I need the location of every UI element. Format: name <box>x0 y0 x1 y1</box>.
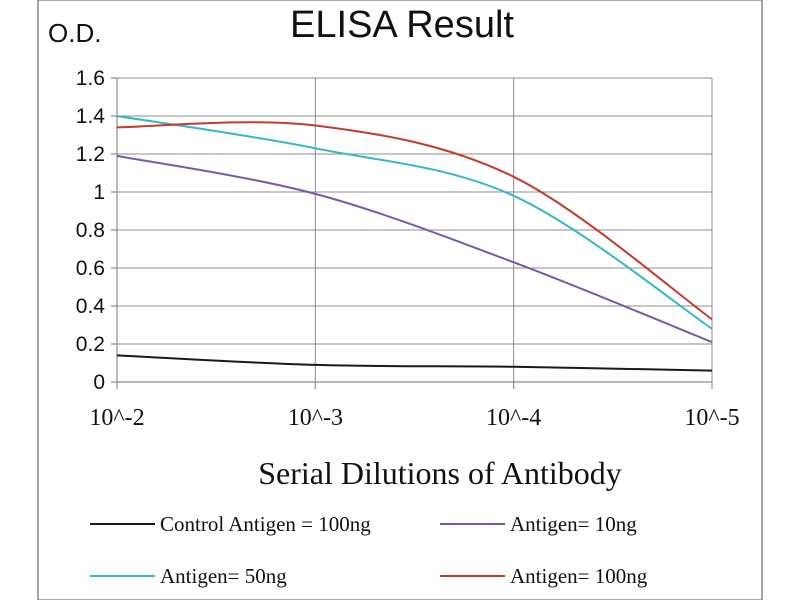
gridlines <box>117 77 713 382</box>
y-tick-label-2: 0.4 <box>76 295 106 318</box>
chart-frame <box>37 0 763 600</box>
y-tick-label-1: 0.2 <box>76 333 105 356</box>
legend-label-2: Antigen= 50ng <box>160 564 287 588</box>
chart-title: ELISA Result <box>290 4 514 46</box>
legend-label-1: Antigen= 10ng <box>510 512 637 536</box>
series-line-3 <box>116 121 713 321</box>
y-tick-label-6: 1.2 <box>76 143 105 166</box>
series-line-0 <box>116 354 713 372</box>
y-tick-label-3: 0.6 <box>76 257 105 280</box>
x-tick-label-1: 10^-3 <box>288 405 343 431</box>
series-line-1 <box>116 154 713 344</box>
legend: Control Antigen = 100ng Antigen= 10ng Anti… <box>90 512 648 588</box>
y-tick-label-0: 0 <box>93 371 105 394</box>
y-tick-label-8: 1.6 <box>76 67 105 90</box>
y-axis-label: O.D. <box>48 18 101 48</box>
y-tick-labels: 0 0.2 0.4 0.6 0.8 1 1.2 1.4 1.6 <box>76 67 106 394</box>
axes <box>111 77 713 389</box>
x-tick-label-0: 10^-2 <box>89 405 144 431</box>
legend-label-0: Control Antigen = 100ng <box>160 512 371 536</box>
legend-label-3: Antigen= 100ng <box>510 564 648 588</box>
x-tick-labels: 10^-2 10^-3 10^-4 10^-5 <box>89 405 739 431</box>
y-tick-label-4: 0.8 <box>76 219 105 242</box>
y-tick-label-5: 1 <box>93 181 105 204</box>
x-tick-label-3: 10^-5 <box>684 405 739 431</box>
x-axis-label: Serial Dilutions of Antibody <box>258 455 622 491</box>
series-lines <box>116 115 713 372</box>
series-line-2 <box>116 115 713 330</box>
x-tick-label-2: 10^-4 <box>486 405 541 431</box>
y-tick-label-7: 1.4 <box>76 105 106 128</box>
